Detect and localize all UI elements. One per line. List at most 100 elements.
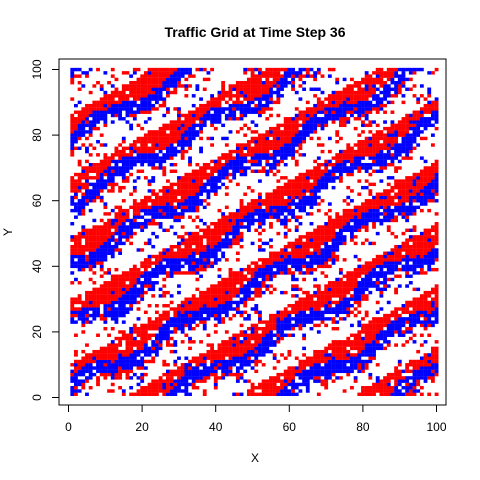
cell-red (173, 369, 178, 374)
cell-red (132, 87, 137, 91)
cell-blue (316, 182, 321, 187)
cell-red (379, 103, 384, 108)
cell-red (77, 300, 82, 305)
cell-red (121, 353, 126, 357)
cell-red (125, 238, 130, 242)
cell-red (254, 326, 259, 331)
cell-red (383, 389, 387, 393)
cell-red (96, 235, 100, 239)
cell-red (379, 74, 384, 78)
cell-blue (199, 313, 203, 318)
cell-red (364, 271, 369, 275)
cell-red (195, 300, 200, 305)
cell-red (202, 359, 207, 364)
cell-blue (331, 310, 336, 315)
cell-blue (213, 120, 218, 124)
cell-blue (383, 340, 387, 344)
cell-blue (110, 84, 115, 88)
cell-red (276, 313, 281, 318)
cell-red (92, 304, 97, 308)
cell-red (121, 336, 126, 341)
cell-blue (188, 267, 192, 272)
cell-blue (154, 153, 159, 157)
cell-blue (140, 290, 145, 295)
cell-blue (298, 67, 303, 72)
cell-blue (364, 346, 369, 351)
cell-blue (243, 363, 248, 367)
cell-red (99, 228, 104, 233)
cell-red (166, 179, 170, 183)
cell-red (338, 349, 343, 354)
cell-red (305, 110, 310, 114)
cell-blue (346, 225, 351, 229)
cell-blue (114, 110, 119, 114)
cell-red (173, 271, 178, 275)
cell-blue (305, 369, 310, 374)
cell-red (136, 326, 141, 331)
cell-red (206, 225, 211, 229)
cell-red (368, 153, 373, 157)
cell-red (96, 231, 100, 236)
cell-red (361, 90, 365, 95)
cell-blue (305, 195, 310, 200)
cell-blue (261, 208, 266, 213)
cell-red (368, 389, 373, 393)
cell-red (254, 103, 259, 108)
cell-red (88, 166, 93, 170)
cell-red (206, 300, 211, 305)
cell-red (302, 110, 307, 114)
cell-blue (92, 182, 97, 187)
cell-red (375, 317, 380, 321)
cell-red (169, 336, 174, 341)
cell-blue (379, 271, 384, 275)
cell-red (272, 126, 277, 131)
cell-blue (121, 304, 126, 308)
cell-red (254, 340, 259, 344)
cell-blue (346, 103, 351, 108)
cell-blue (305, 113, 310, 118)
cell-blue (177, 320, 181, 324)
cell-blue (154, 264, 159, 269)
cell-red (232, 274, 237, 278)
cell-blue (213, 317, 218, 321)
cell-blue (114, 320, 119, 324)
cell-blue (118, 356, 123, 360)
cell-red (166, 185, 170, 190)
cell-blue (129, 363, 134, 367)
cell-red (199, 120, 203, 124)
cell-red (70, 297, 75, 301)
cell-red (331, 326, 336, 331)
cell-red (372, 392, 376, 397)
cell-red (272, 320, 277, 324)
cell-red (129, 336, 134, 341)
cell-red (298, 117, 303, 121)
cell-blue (243, 215, 248, 219)
cell-blue (92, 117, 97, 121)
cell-red (324, 264, 329, 269)
cell-red (169, 244, 174, 249)
cell-blue (77, 261, 82, 265)
cell-red (103, 271, 108, 275)
cell-red (364, 313, 369, 318)
cell-red (254, 323, 259, 328)
cell-red (224, 143, 229, 147)
cell-red (246, 343, 251, 347)
cell-red (96, 294, 100, 298)
cell-blue (224, 359, 229, 364)
cell-red (162, 212, 167, 216)
cell-red (129, 304, 134, 308)
cell-blue (372, 103, 376, 108)
cell-red (364, 146, 369, 151)
cell-blue (232, 110, 237, 114)
cell-blue (195, 195, 200, 200)
cell-red (287, 349, 292, 354)
cell-red (147, 77, 152, 82)
cell-red (368, 267, 373, 272)
cell-blue (313, 363, 318, 367)
cell-blue (342, 300, 347, 305)
cell-red (298, 300, 303, 305)
cell-blue (228, 231, 233, 236)
cell-blue (327, 136, 332, 141)
cell-blue (368, 274, 373, 278)
cell-red (254, 199, 259, 203)
